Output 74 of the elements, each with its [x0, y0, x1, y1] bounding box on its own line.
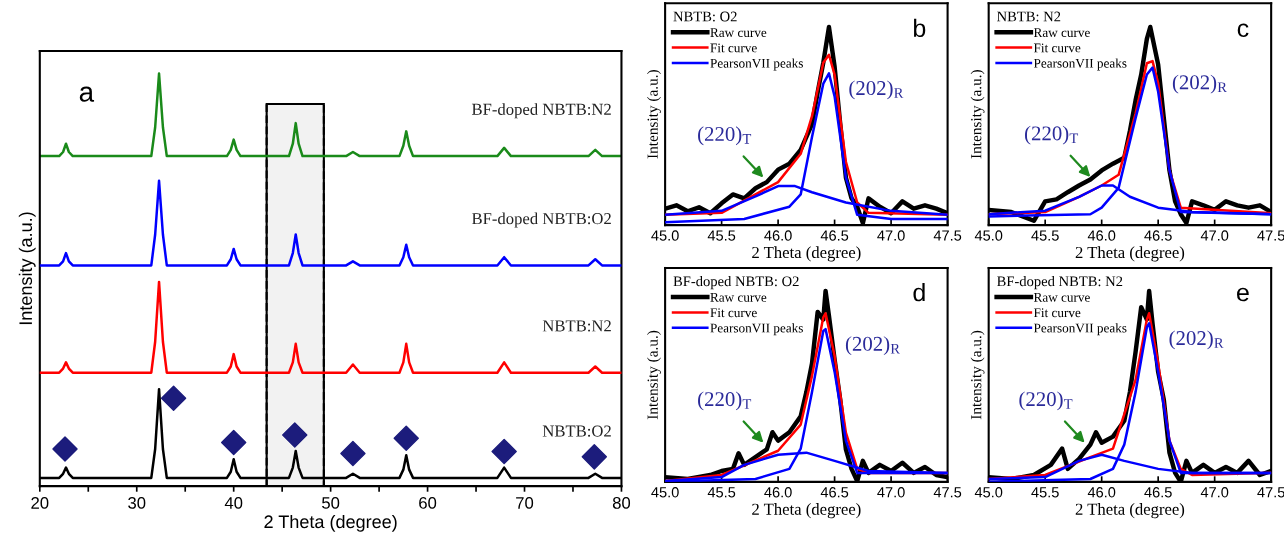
x-tick-label: 46.5: [1144, 487, 1172, 498]
x-tick-label: 47.5: [933, 230, 962, 241]
legend-title: NBTB: N2: [997, 11, 1061, 22]
x-tick-label: 45.0: [974, 487, 1003, 498]
x-tick-label: 45.5: [1031, 230, 1059, 241]
x-tick-label: 45.0: [974, 230, 1003, 241]
text: BF-doped NBTB:O2: [471, 212, 611, 228]
x-tick-label: 30: [128, 497, 146, 509]
x-tick-label: 47.0: [877, 230, 905, 241]
annotation: c: [1237, 23, 1249, 38]
x-axis-title: 2 Theta (degree): [752, 503, 861, 519]
annotation: (202)$_{R}$: [849, 80, 904, 100]
legend-label: Fit curve: [1033, 308, 1081, 318]
x-tick-label: 45.5: [1031, 487, 1059, 498]
legend-label: Fit curve: [710, 43, 757, 53]
legend-label: PearsonVII peaks: [710, 323, 803, 336]
x-tick-label: 47.5: [1257, 230, 1284, 241]
x-tick-label: 45.0: [651, 487, 679, 498]
annotation: (220)$_{T}$: [1019, 391, 1073, 411]
annotation: (202)$_{R}$: [1169, 330, 1224, 350]
legend-title: BF-doped NBTB: O2: [673, 275, 799, 290]
legend-label: Raw curve: [1033, 28, 1090, 38]
legend-title: NBTB: O2: [673, 11, 737, 22]
x-tick-label: 60: [419, 497, 437, 509]
annotation: a: [79, 86, 95, 102]
annotation: (220)$_{T}$: [1025, 125, 1079, 145]
text: BF-doped NBTB:N2: [471, 103, 611, 119]
annotation: (220)$_{T}$: [698, 126, 752, 146]
x-tick-label: 46.5: [1144, 230, 1172, 241]
x-tick-label: 47.5: [933, 487, 962, 498]
legend-label: Fit curve: [1033, 43, 1081, 53]
x-axis-title: 2 Theta (degree): [264, 514, 397, 532]
legend-label: Raw curve: [710, 28, 767, 38]
legend-label: Fit curve: [710, 308, 757, 318]
x-tick-label: 47.0: [877, 487, 905, 498]
y-axis-title: Intensity (a.u.): [647, 330, 661, 420]
x-tick-label: 45.5: [707, 487, 736, 498]
x-tick-label: 46.0: [764, 230, 792, 241]
legend-label: Raw curve: [710, 293, 767, 302]
x-tick-label: 45.0: [651, 230, 679, 241]
x-tick-label: 20: [31, 497, 49, 509]
x-tick-label: 80: [612, 497, 631, 509]
y-axis-title: Intensity (a.u.): [970, 330, 985, 420]
x-tick-label: 47.5: [1257, 487, 1284, 498]
annotation: d: [913, 282, 925, 302]
annotation: b: [914, 18, 926, 38]
annotation: (220)$_{T}$: [698, 391, 752, 411]
annotation: (202)$_{R}$: [845, 336, 900, 356]
y-axis-title: Intensity (a.u.): [970, 70, 985, 159]
legend-label: Raw curve: [1033, 293, 1090, 302]
x-axis-title: 2 Theta (degree): [1075, 246, 1185, 262]
x-tick-label: 46.5: [820, 230, 849, 241]
x-axis-title: 2 Theta (degree): [752, 246, 861, 262]
x-tick-label: 70: [516, 497, 534, 509]
x-tick-label: 46.0: [1087, 487, 1116, 498]
annotation: e: [1237, 287, 1249, 302]
x-tick-label: 46.0: [764, 487, 792, 498]
x-tick-label: 46.5: [820, 487, 849, 498]
y-axis-title: Intensity (a.u.): [647, 70, 661, 159]
x-tick-label: 40: [224, 497, 243, 509]
x-axis-title: 2 Theta (degree): [1075, 503, 1185, 519]
x-tick-label: 46.0: [1087, 230, 1116, 241]
x-tick-label: 50: [322, 497, 340, 509]
legend-label: PearsonVII peaks: [1033, 58, 1127, 71]
annotation: (202)$_{R}$: [1172, 74, 1227, 94]
x-tick-label: 47.0: [1200, 487, 1229, 498]
text: NBTB:N2: [542, 320, 611, 332]
y-axis-title: Intensity (a.u.): [18, 212, 36, 325]
x-tick-label: 45.5: [707, 230, 736, 241]
legend-label: PearsonVII peaks: [1033, 323, 1127, 336]
x-tick-label: 47.0: [1200, 230, 1229, 241]
text: NBTB:O2: [542, 425, 611, 437]
legend-title: BF-doped NBTB: N2: [997, 275, 1123, 290]
legend-label: PearsonVII peaks: [710, 58, 803, 71]
